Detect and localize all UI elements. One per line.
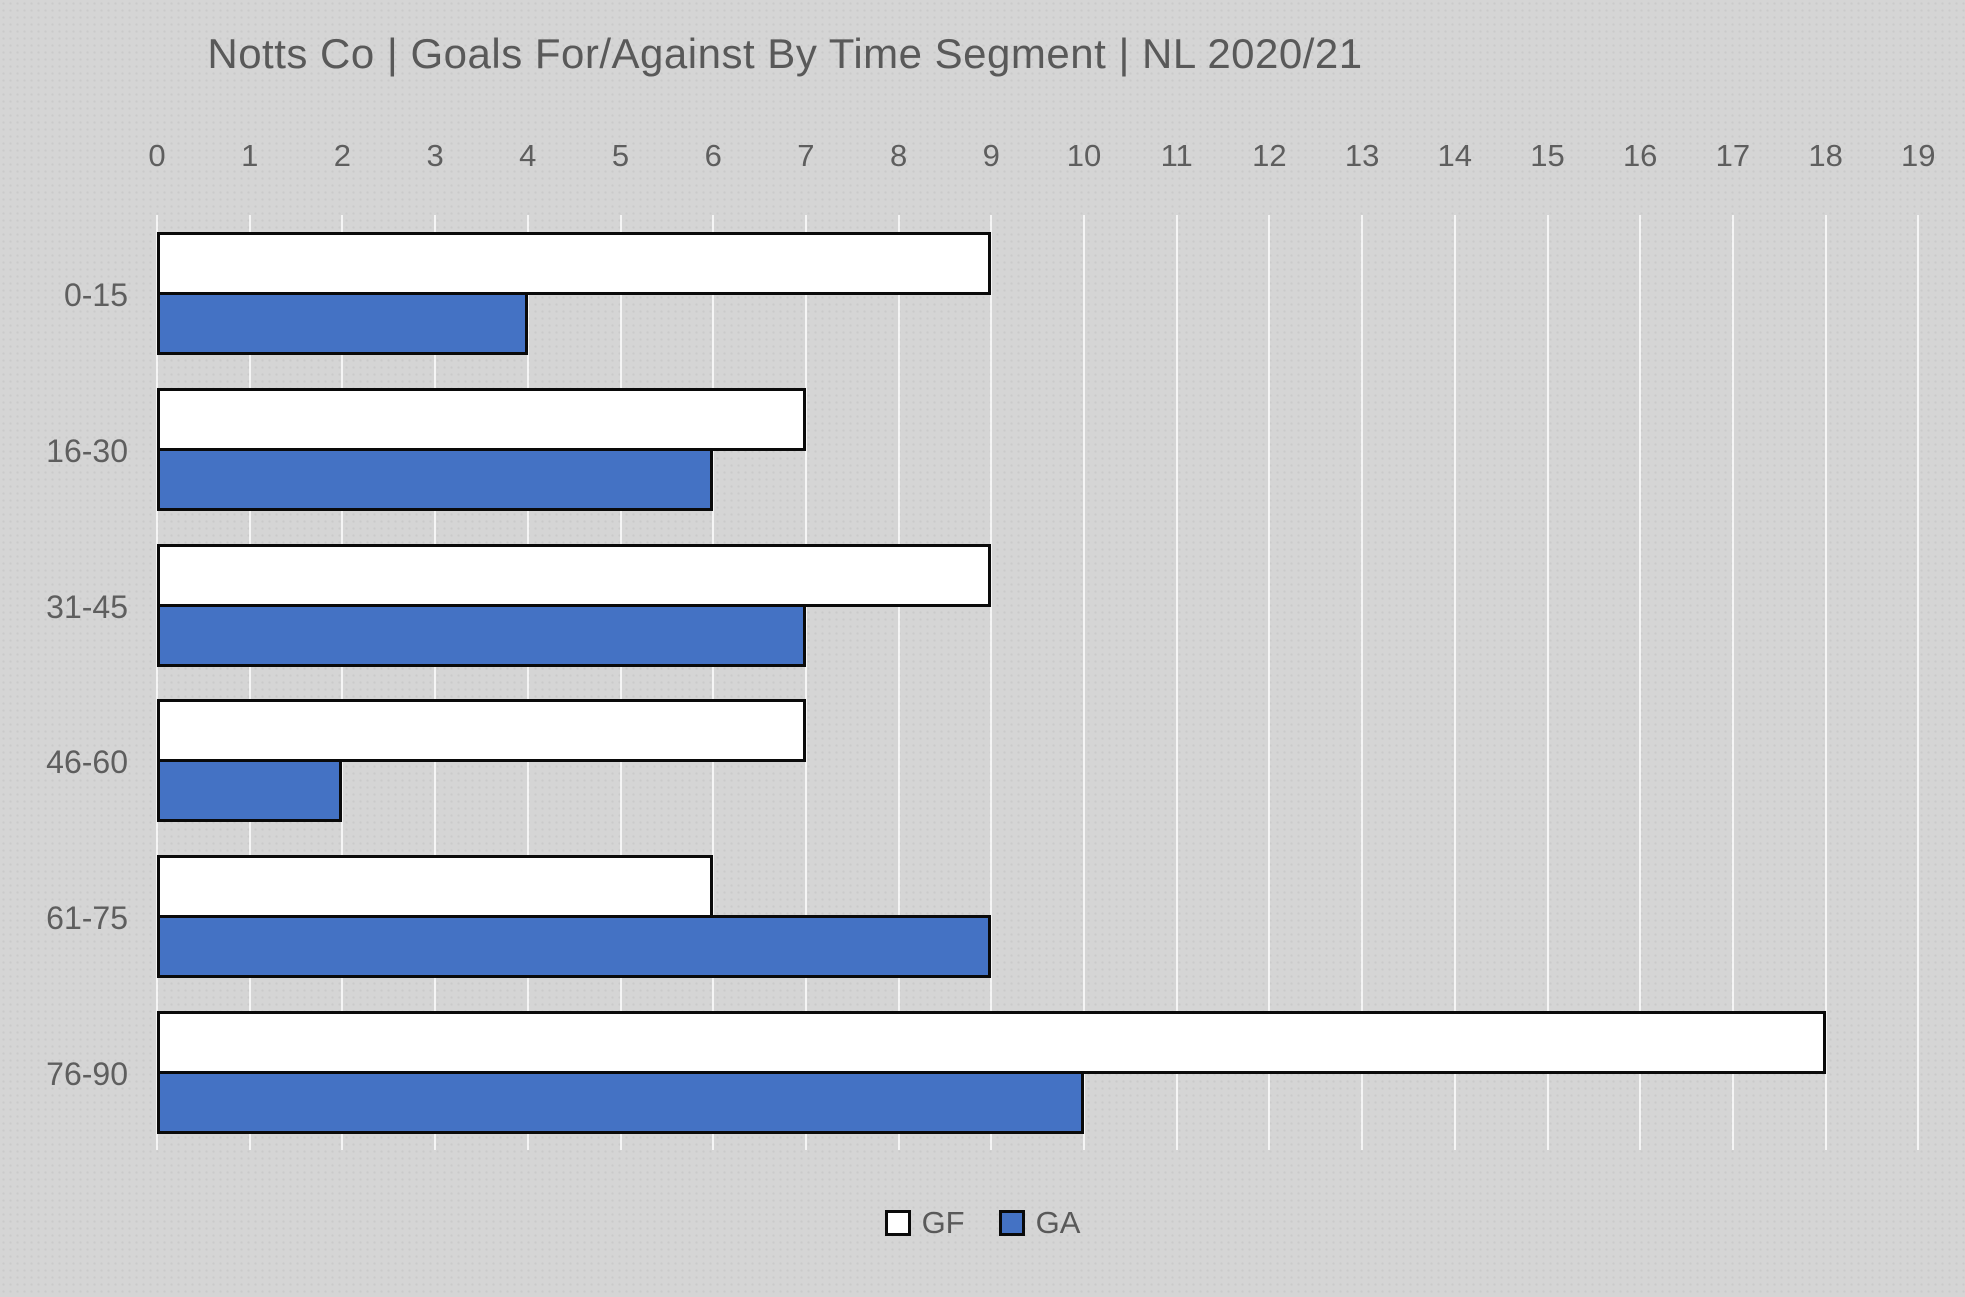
x-tick-label: 18	[1808, 138, 1843, 173]
x-tick-label: 9	[982, 138, 1000, 173]
x-tick-label: 17	[1715, 138, 1751, 173]
x-tick-label: 12	[1252, 138, 1287, 173]
gridline	[1731, 215, 1734, 1150]
legend-swatch-gf	[884, 1210, 911, 1236]
x-tick-label: 7	[797, 138, 815, 173]
legend-item-gf: GF	[884, 1205, 965, 1241]
gridline	[712, 215, 715, 1150]
bar-ga-0-15	[157, 292, 528, 355]
gridline	[156, 215, 158, 1150]
x-tick-label: 13	[1344, 138, 1380, 173]
gridline	[1083, 215, 1085, 1150]
x-tick-label: 14	[1437, 138, 1473, 173]
x-tick-label: 3	[426, 138, 444, 173]
gridline	[804, 215, 807, 1150]
bar-gf-76-90	[157, 1011, 1826, 1075]
bar-ga-16-30	[157, 447, 714, 511]
bar-ga-76-90	[157, 1071, 1084, 1135]
gridline	[1361, 215, 1364, 1150]
bar-gf-46-60	[157, 699, 806, 763]
gridline	[248, 215, 251, 1150]
bar-gf-61-75	[157, 855, 714, 919]
gridline	[1917, 215, 1920, 1150]
x-tick-label: 1	[241, 138, 259, 173]
legend: GF GA	[0, 1205, 1965, 1241]
gridline	[990, 215, 993, 1150]
category-label: 16-30	[46, 432, 128, 469]
gridline	[526, 215, 529, 1150]
x-tick-label: 2	[333, 138, 352, 173]
legend-label: GA	[1035, 1205, 1081, 1240]
bar-ga-31-45	[157, 603, 806, 667]
legend-label: GF	[921, 1205, 965, 1240]
x-tick-label: 5	[611, 138, 630, 173]
category-label: 61-75	[46, 900, 128, 937]
x-tick-label: 8	[889, 138, 908, 173]
x-tick-label: 16	[1622, 138, 1658, 173]
x-tick-label: 4	[519, 138, 537, 173]
gridline	[1268, 215, 1271, 1150]
legend-swatch-ga	[998, 1210, 1025, 1236]
chart-title: Notts Co | Goals For/Against By Time Seg…	[207, 30, 1363, 77]
gridline	[619, 215, 622, 1150]
bar-ga-61-75	[157, 915, 992, 979]
bar-gf-16-30	[157, 387, 806, 451]
x-tick-label: 15	[1530, 138, 1565, 173]
gridline	[897, 215, 900, 1150]
x-tick-label: 11	[1160, 138, 1193, 173]
gridline	[1824, 215, 1827, 1150]
category-label: 31-45	[46, 588, 128, 625]
gridline	[341, 215, 344, 1150]
gridline	[1175, 215, 1178, 1150]
legend-item-ga: GA	[998, 1205, 1081, 1241]
category-label: 0-15	[63, 277, 128, 313]
x-tick-label: 19	[1901, 138, 1936, 173]
x-tick-label: 6	[704, 138, 722, 173]
gridline	[434, 215, 437, 1150]
gridline	[1639, 215, 1642, 1150]
bar-gf-0-15	[157, 232, 992, 295]
bar-ga-46-60	[157, 759, 343, 823]
x-tick-label: 0	[148, 138, 166, 173]
x-tick-label: 10	[1066, 138, 1102, 173]
category-label: 76-90	[46, 1056, 128, 1093]
gridline	[1546, 215, 1549, 1150]
bar-gf-31-45	[157, 543, 992, 607]
gridline	[1453, 215, 1456, 1150]
category-label: 46-60	[46, 744, 128, 781]
